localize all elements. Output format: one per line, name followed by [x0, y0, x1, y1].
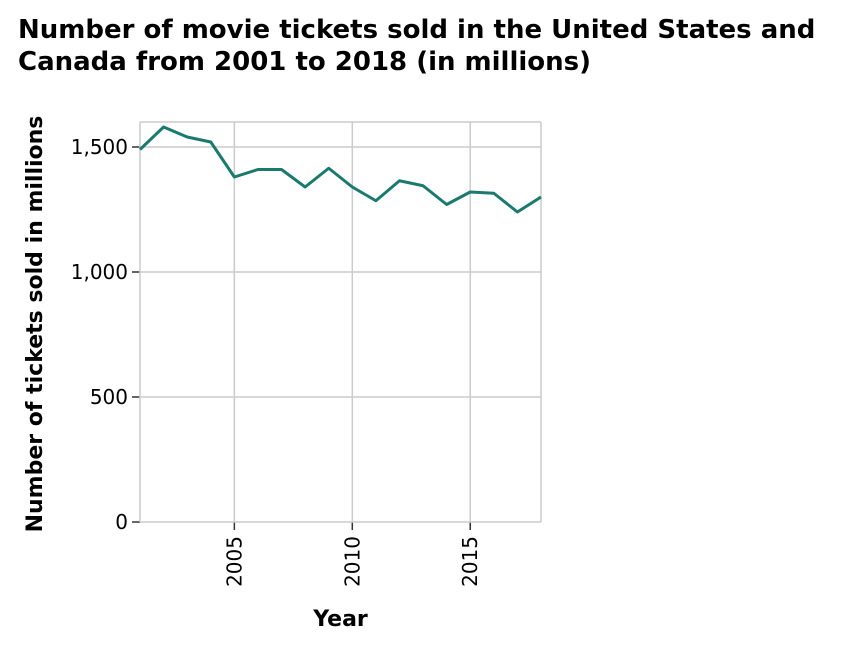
- x-tick-label: 2010: [340, 536, 364, 587]
- series-line: [138, 125, 542, 214]
- grid-lines: [140, 121, 542, 522]
- chart-title: Number of movie tickets sold in the Unit…: [18, 15, 816, 77]
- x-axis-label: Year: [312, 607, 368, 632]
- y-tick-label: 1,000: [71, 260, 128, 284]
- x-tick-label: 2005: [222, 536, 246, 587]
- series-layer: [138, 125, 542, 214]
- y-axis-label: Number of tickets sold in millions: [23, 116, 48, 533]
- x-tick-label: 2015: [458, 536, 482, 587]
- y-tick-label: 500: [90, 385, 128, 409]
- y-tick-label: 1,500: [71, 135, 128, 159]
- tick-labels: 0 500 1,000 1,500 2005 2010 2015: [71, 135, 483, 587]
- axes: [132, 122, 541, 530]
- y-tick-label: 0: [115, 510, 128, 534]
